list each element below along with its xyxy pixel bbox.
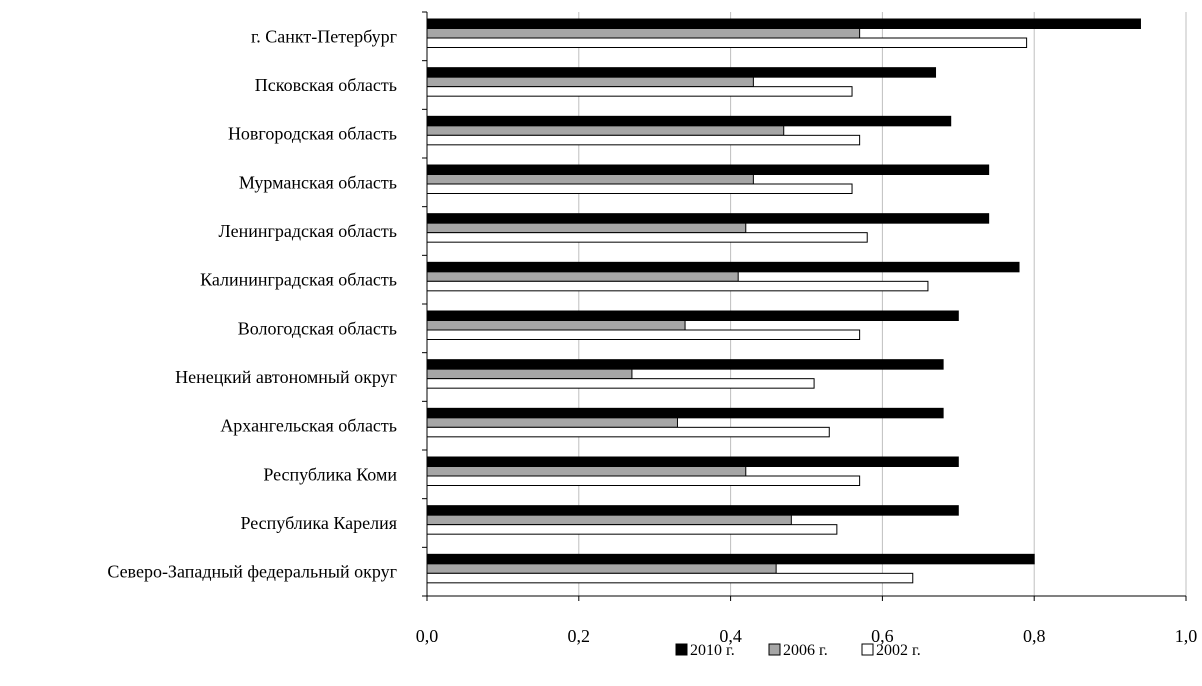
bar xyxy=(426,368,633,380)
category-label: Ленинградская область xyxy=(219,221,397,241)
legend-swatch xyxy=(861,643,874,656)
bar xyxy=(426,563,777,574)
x-tick-label: 0,8 xyxy=(1023,626,1046,646)
bar xyxy=(426,417,678,428)
gridlines xyxy=(578,12,1187,596)
legend-label: 2006 г. xyxy=(783,642,828,659)
category-label: Архангельская область xyxy=(220,416,397,436)
bar xyxy=(426,407,944,419)
bar xyxy=(426,183,853,194)
x-tick-label: 0,2 xyxy=(568,626,591,646)
bar xyxy=(426,86,853,97)
x-tick-label: 1,0 xyxy=(1175,626,1198,646)
bar xyxy=(426,28,861,39)
legend-swatch xyxy=(675,643,688,656)
category-label: Вологодская область xyxy=(238,318,397,338)
category-label: Ненецкий автономный округ xyxy=(175,367,397,387)
bar xyxy=(426,232,868,243)
x-tick-label: 0,4 xyxy=(719,626,742,646)
x-tick-label: 0,6 xyxy=(871,626,894,646)
x-tick-label: 0,0 xyxy=(416,626,439,646)
bar xyxy=(426,329,861,340)
axes xyxy=(422,11,1187,601)
legend-label: 2010 г. xyxy=(690,642,735,659)
x-tick-labels: 0,0 0,2 0,4 0,6 0,8 1,0 xyxy=(416,626,1198,646)
category-labels: г. Санкт-Петербург Псковская область Новго… xyxy=(107,26,397,581)
category-label: Северо-Западный федеральный округ xyxy=(107,562,397,582)
bar xyxy=(426,174,754,185)
bar xyxy=(426,76,754,88)
bar xyxy=(426,514,792,526)
bar xyxy=(426,280,929,292)
bar xyxy=(426,426,830,438)
bar xyxy=(426,271,739,282)
bar xyxy=(426,18,1141,29)
bar xyxy=(426,553,1035,565)
bar xyxy=(426,115,952,127)
bar xyxy=(426,134,861,146)
legend-label: 2002 г. xyxy=(876,642,921,659)
legend-swatch xyxy=(768,643,781,656)
bar xyxy=(426,359,944,370)
bar xyxy=(426,125,785,136)
category-label: Калининградская область xyxy=(200,270,397,290)
bar xyxy=(426,456,959,467)
bar xyxy=(426,378,815,389)
bar xyxy=(426,505,959,516)
bar xyxy=(426,213,990,224)
bar xyxy=(426,164,990,175)
bar xyxy=(426,320,686,331)
bar xyxy=(426,572,914,584)
bar xyxy=(426,37,1028,48)
bar xyxy=(426,261,1020,273)
bar xyxy=(426,222,747,234)
legend: 2010 г. 2006 г. 2002 г. xyxy=(675,642,921,659)
bar xyxy=(426,310,959,321)
bars xyxy=(426,18,1141,584)
bar xyxy=(426,475,861,486)
bar xyxy=(426,67,937,78)
category-label: Республика Карелия xyxy=(240,513,397,533)
bar xyxy=(426,466,747,477)
category-label: Новгородская область xyxy=(228,124,397,144)
bar xyxy=(426,524,838,535)
category-label: г. Санкт-Петербург xyxy=(251,26,397,46)
category-label: Псковская область xyxy=(255,75,397,95)
category-label: Республика Коми xyxy=(263,464,397,484)
category-label: Мурманская область xyxy=(239,172,397,192)
